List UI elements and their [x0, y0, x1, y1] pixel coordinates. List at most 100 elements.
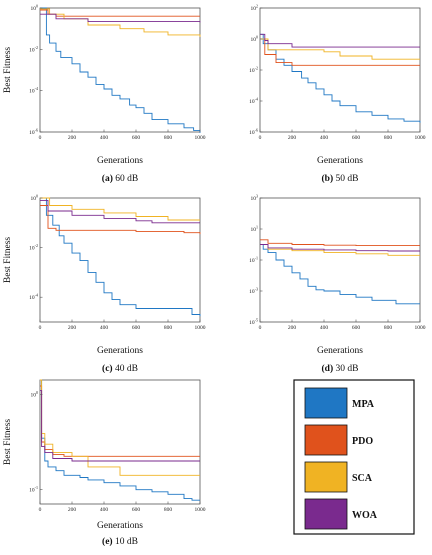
legend-label-pdo: PDO	[352, 436, 373, 447]
x-axis-label-a: Generations	[97, 156, 143, 166]
caption-letter-c: (c)	[102, 363, 113, 374]
series-group-b	[260, 33, 421, 123]
x-tick-label-e: 200	[68, 507, 77, 513]
x-axis-label-d: Generations	[317, 346, 363, 356]
x-tick-label-e: 1000	[195, 507, 206, 513]
series-line-sca-b	[260, 38, 420, 60]
x-tick-label-e: 600	[132, 507, 141, 513]
y-tick-label-d: 103	[251, 194, 259, 203]
y-tick-label-d: 101	[251, 225, 259, 234]
x-axis-label-c: Generations	[97, 346, 143, 356]
y-tick-exponent-b: -6	[255, 128, 258, 133]
x-tick-label-e: 400	[100, 507, 109, 513]
panel-d: Generations (d) 30 dB 0 200 400 600 800 1000 1…	[249, 194, 426, 375]
y-tick-exponent-d: -5	[255, 318, 258, 323]
y-tick-exponent-d: -3	[255, 287, 258, 292]
caption-letter-e: (e)	[102, 536, 113, 547]
y-tick-exponent-e: -1	[35, 485, 38, 490]
legend-swatch-mpa	[304, 387, 348, 419]
y-tick-label-b: 102	[251, 4, 259, 13]
y-tick-exponent-c: 0	[36, 194, 38, 199]
series-line-mpa-d	[260, 244, 420, 305]
x-tick-label-a: 1000	[195, 135, 206, 141]
legend: MPA PDO SCA WOA	[293, 379, 415, 535]
x-tick-label-d: 800	[384, 325, 393, 331]
caption-e: (e) 10 dB	[102, 536, 138, 547]
x-tick-label-c: 1000	[195, 325, 206, 331]
y-tick-label-e: 100	[31, 390, 39, 399]
y-axis-label-e: Best Fitness	[3, 419, 13, 465]
y-tick-exponent-d: 1	[256, 225, 258, 230]
y-tick-label-e: 10-1	[29, 485, 38, 494]
x-tick-label-d: 400	[320, 325, 329, 331]
y-tick-label-d: 10-5	[249, 318, 258, 327]
legend-label-mpa: MPA	[352, 399, 375, 410]
series-line-pdo-d	[260, 239, 420, 247]
y-tick-exponent-a: 0	[36, 4, 38, 9]
y-tick-label-a: 100	[31, 4, 39, 13]
series-line-pdo-b	[260, 38, 420, 66]
panel-e: Best Fitness Generations (e) 10 dB 0 200 4…	[3, 379, 206, 547]
series-line-sca-c	[40, 197, 200, 221]
y-tick-label-b: 10-4	[249, 97, 258, 106]
y-tick-label-a: 10-2	[29, 45, 38, 54]
x-tick-label-c: 200	[68, 325, 77, 331]
x-axis-label-e: Generations	[97, 521, 143, 531]
y-tick-exponent-a: -2	[35, 45, 38, 50]
x-tick-label-d: 1000	[415, 325, 426, 331]
series-line-mpa-a	[40, 7, 201, 133]
series-group-e	[40, 379, 200, 501]
series-line-woa-d	[260, 244, 420, 252]
x-tick-label-c: 800	[164, 325, 173, 331]
x-tick-label-a: 200	[68, 135, 77, 141]
caption-letter-b: (b)	[322, 173, 334, 184]
y-tick-label-b: 10-6	[249, 128, 258, 137]
y-tick-label-c: 10-4	[29, 293, 38, 302]
legend-swatch-woa	[304, 498, 348, 530]
panel-a: Best Fitness Generations (a) 60 dB 0 200 4…	[3, 4, 206, 185]
legend-label-woa: WOA	[352, 510, 378, 521]
series-group-c	[40, 197, 201, 317]
x-tick-label-d: 600	[352, 325, 361, 331]
y-tick-exponent-e: 0	[36, 390, 38, 395]
y-tick-exponent-c: -4	[35, 293, 38, 298]
y-tick-label-a: 10-6	[29, 128, 38, 137]
legend-label-sca: SCA	[352, 473, 373, 484]
caption-b: (b) 50 dB	[322, 173, 359, 184]
series-group-d	[260, 239, 420, 305]
y-tick-exponent-b: 2	[256, 4, 258, 9]
x-tick-label-d: 0	[259, 325, 262, 331]
y-axis-label-a: Best Fitness	[3, 47, 13, 93]
caption-c: (c) 40 dB	[102, 363, 138, 374]
plot-frame-b	[259, 7, 421, 133]
panel-c: Best Fitness Generations (c) 40 dB 0 200 4…	[3, 194, 206, 375]
series-line-mpa-b	[260, 33, 421, 123]
x-tick-label-a: 400	[100, 135, 109, 141]
x-tick-label-c: 400	[100, 325, 109, 331]
caption-letter-a: (a)	[102, 173, 113, 184]
caption-a: (a) 60 dB	[102, 173, 138, 184]
x-tick-label-b: 600	[352, 135, 361, 141]
x-tick-label-b: 800	[384, 135, 393, 141]
x-tick-label-a: 800	[164, 135, 173, 141]
y-tick-exponent-d: 3	[256, 194, 258, 199]
y-tick-exponent-a: -6	[35, 128, 38, 133]
y-tick-label-b: 100	[251, 35, 259, 44]
series-group-a	[40, 7, 201, 133]
series-line-woa-b	[260, 33, 420, 48]
x-tick-label-c: 0	[39, 325, 42, 331]
plot-frame-d	[259, 197, 421, 323]
x-tick-label-d: 200	[288, 325, 297, 331]
x-tick-label-b: 1000	[415, 135, 426, 141]
y-tick-label-a: 10-4	[29, 86, 38, 95]
y-tick-label-c: 100	[31, 194, 39, 203]
y-tick-exponent-a: -4	[35, 86, 38, 91]
x-tick-label-e: 800	[164, 507, 173, 513]
series-line-sca-e	[40, 379, 200, 476]
x-axis-label-b: Generations	[317, 156, 363, 166]
y-tick-exponent-b: -4	[255, 97, 258, 102]
series-line-mpa-c	[40, 197, 201, 317]
y-tick-label-c: 10-2	[29, 243, 38, 252]
x-tick-label-a: 600	[132, 135, 141, 141]
